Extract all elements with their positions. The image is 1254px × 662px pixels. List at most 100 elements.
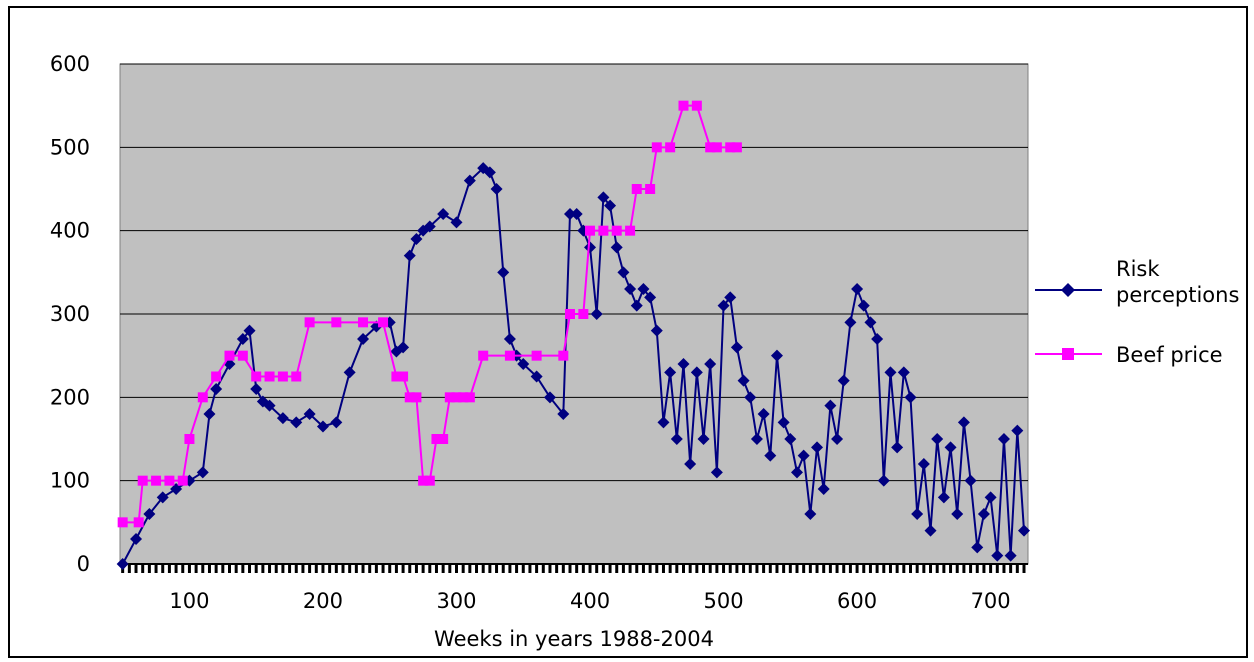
data-point [777,416,790,429]
data-point [857,299,870,312]
data-point [651,142,662,153]
data-point [957,416,970,429]
data-point [458,392,469,403]
data-point [451,392,462,403]
data-point [133,517,144,528]
data-point [130,533,143,545]
data-point [530,370,543,383]
data-point [931,433,944,445]
data-point [504,350,515,361]
data-point [624,283,637,295]
data-point [164,475,175,486]
data-point [431,434,442,444]
data-point [871,333,884,345]
data-point [705,142,716,153]
data-point [711,142,722,153]
data-point [243,324,256,337]
data-point [657,416,670,429]
data-point [684,458,697,470]
legend-entry-beef-price: Beef price [1035,343,1223,367]
data-point [236,333,249,345]
data-point [1004,549,1017,562]
data-point [464,392,475,403]
data-point [797,449,810,462]
data-point [330,416,343,429]
data-point [851,283,864,295]
x-tick-label: 500 [704,589,744,613]
x-tick-label: 700 [971,589,1011,613]
data-point [670,433,683,445]
data-point [644,291,657,304]
data-point [790,466,803,479]
data-point [277,371,288,382]
data-point [877,474,890,487]
data-point [197,392,208,403]
data-point [250,383,263,395]
data-point [497,266,510,279]
data-point [590,308,603,320]
data-point [437,208,450,220]
data-point [811,441,824,454]
data-point [977,508,990,520]
data-point [398,371,409,382]
data-point [750,433,763,445]
legend-marker [1061,283,1075,297]
data-point [210,383,223,395]
legend-label-line: Risk [1116,257,1160,281]
data-point [984,491,997,504]
data-point [725,142,736,153]
data-point [690,366,703,379]
legend-label-line: perceptions [1116,283,1239,307]
data-point [891,441,904,454]
y-tick-label: 400 [50,219,90,243]
legend-entry-risk-perceptions: Risk perceptions [1035,257,1239,307]
data-point [911,508,924,520]
data-point [804,508,817,520]
data-point [1017,524,1030,537]
data-point [704,358,717,370]
data-point [937,491,950,504]
data-point [617,266,630,279]
data-point [517,358,530,370]
data-point [557,408,570,420]
series-layer [116,100,1030,570]
series-beef-price [117,100,742,528]
y-tick-label: 300 [50,302,90,326]
data-point [264,371,275,382]
data-point [196,466,209,479]
data-point [423,220,436,233]
data-point [291,371,302,382]
data-point [151,475,162,486]
data-point [490,183,503,195]
data-point [503,333,516,345]
data-point [343,366,356,379]
data-point [404,392,415,403]
data-point [117,517,128,528]
data-point [744,391,757,404]
data-point [237,350,248,361]
data-point [630,299,643,312]
data-point [831,433,844,445]
data-point [964,474,977,487]
data-point [224,350,235,361]
data-point [203,408,216,420]
data-point [997,433,1010,445]
data-point [391,371,402,382]
data-point [730,341,743,354]
data-point [211,371,222,382]
data-point [897,366,910,379]
data-point [357,333,370,345]
data-point [737,374,750,387]
series-line [121,166,1025,565]
data-point [578,309,589,319]
data-point [817,483,830,495]
data-point [691,100,702,111]
data-point [543,391,556,404]
data-point [665,142,676,153]
x-tick-label: 300 [436,589,476,613]
data-point [971,541,984,554]
data-point [424,475,435,486]
data-point [717,299,730,312]
data-point [184,434,195,444]
x-axis: 100 200 300 400 500 600 700 [120,563,1028,613]
